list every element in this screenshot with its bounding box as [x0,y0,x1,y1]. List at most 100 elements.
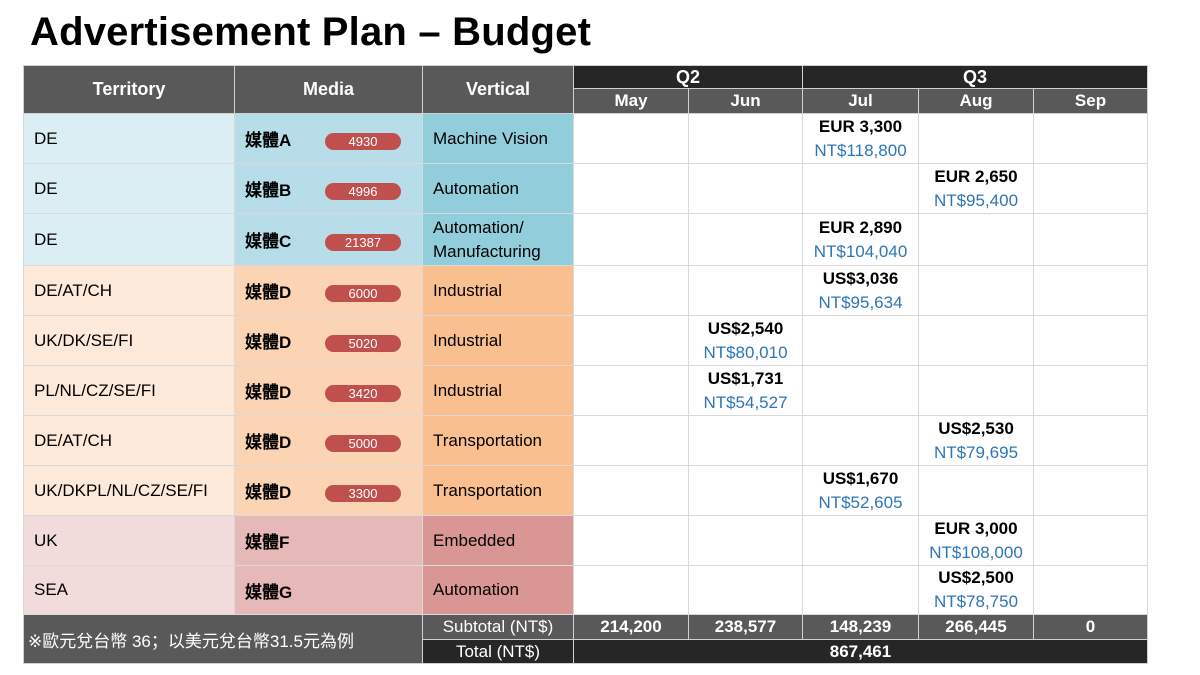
month-cell-jun [688,515,803,566]
budget-amount-ntd: NT$54,527 [703,392,788,412]
media-cell: 媒體D 5020 [234,315,423,366]
month-cell-may [573,213,689,266]
month-cell-sep [1033,265,1148,316]
total-value: 867,461 [573,639,1148,664]
header-month-jun: Jun [688,88,803,114]
media-code-badge: 5000 [325,435,401,453]
territory-cell: DE/AT/CH [23,265,235,316]
media-cell: 媒體D 3300 [234,465,423,516]
month-cell-sep [1033,315,1148,366]
media-name: 媒體D [245,383,292,402]
media-cell: 媒體D 6000 [234,265,423,316]
table-row: UK/DK/SE/FI 媒體D 5020 Industrial US$2,540 NT$8… [23,315,1148,366]
month-cell-jul: EUR 3,300 NT$118,800 [802,113,919,164]
month-cell-jul: US$3,036 NT$95,634 [802,265,919,316]
media-cell: 媒體D 3420 [234,365,423,416]
vertical-cell: Automation [422,565,574,615]
month-cell-sep [1033,415,1148,466]
month-cell-aug: EUR 2,650 NT$95,400 [918,163,1034,214]
header-month-sep: Sep [1033,88,1148,114]
territory-cell: DE/AT/CH [23,415,235,466]
header-month-jul: Jul [802,88,919,114]
budget-amount-ntd: NT$78,750 [933,592,1019,611]
media-name: 媒體D [245,483,292,502]
month-cell-jul [802,365,919,416]
month-cell-aug [918,265,1034,316]
vertical-cell: Industrial [422,365,574,416]
media-code-badge: 6000 [325,285,401,303]
month-cell-sep [1033,163,1148,214]
budget-amount: US$2,500 [938,568,1014,587]
header-vertical: Vertical [422,65,574,114]
month-cell-may [573,113,689,164]
budget-table: Territory Media Vertical Q2 Q3 May Jun J… [23,65,1148,664]
budget-amount: US$2,530 [938,418,1014,438]
vertical-cell: Automation [422,163,574,214]
table-row: DE 媒體B 4996 Automation EUR 2,650 NT$95,400 [23,163,1148,214]
media-name: 媒體A [245,131,292,150]
header-q2: Q2 [573,65,803,89]
table-row: SEA 媒體G Automation US$2,500 NT$78,750 [23,565,1148,615]
month-cell-jul [802,163,919,214]
budget-amount: EUR 3,000 [934,518,1018,538]
total-label: Total (NT$) [422,639,574,664]
territory-cell: DE [23,113,235,164]
vertical-label: Industrial [433,280,502,300]
month-cell-sep [1033,465,1148,516]
month-cell-sep [1033,365,1148,416]
header-q3: Q3 [802,65,1148,89]
month-cell-jul [802,315,919,366]
budget-amount-ntd: NT$95,400 [933,190,1019,210]
vertical-label: Industrial [433,380,502,400]
vertical-cell: Automation/Manufacturing [422,213,574,266]
month-cell-jun [688,265,803,316]
media-cell: 媒體D 5000 [234,415,423,466]
budget-amount-ntd: NT$118,800 [814,140,907,160]
subtotal-may: 214,200 [573,614,689,640]
budget-amount: EUR 3,300 [818,116,903,136]
vertical-cell: Industrial [422,315,574,366]
month-cell-jun [688,163,803,214]
media-name: 媒體F [245,533,290,552]
budget-amount: US$1,670 [822,468,899,488]
month-cell-aug: US$2,500 NT$78,750 [918,565,1034,615]
media-code-badge: 21387 [325,234,401,252]
media-code-badge: 3420 [325,385,401,403]
month-cell-jun: US$1,731 NT$54,527 [688,365,803,416]
month-cell-jul: US$1,670 NT$52,605 [802,465,919,516]
media-cell: 媒體C 21387 [234,213,423,266]
month-cell-jun [688,213,803,266]
vertical-label: Automation [433,580,519,599]
vertical-label: Industrial [433,330,502,350]
month-cell-jun: US$2,540 NT$80,010 [688,315,803,366]
month-cell-sep [1033,565,1148,615]
vertical-cell: Embedded [422,515,574,566]
territory-cell: SEA [23,565,235,615]
month-cell-may [573,365,689,416]
month-cell-may [573,265,689,316]
budget-amount: US$1,731 [707,368,784,388]
header-territory: Territory [23,65,235,114]
page-title: Advertisement Plan – Budget [30,10,592,54]
media-name: 媒體D [245,283,292,302]
month-cell-may [573,565,689,615]
month-cell-jun [688,415,803,466]
media-cell: 媒體B 4996 [234,163,423,214]
month-cell-sep [1033,515,1148,566]
media-cell: 媒體F [234,515,423,566]
subtotal-sep: 0 [1033,614,1148,640]
media-code-badge: 3300 [325,485,401,503]
month-cell-may [573,415,689,466]
month-cell-aug [918,213,1034,266]
month-cell-aug: US$2,530 NT$79,695 [918,415,1034,466]
media-cell: 媒體G [234,565,423,615]
budget-amount: EUR 2,890 [818,217,903,237]
budget-amount-ntd: NT$79,695 [933,442,1019,462]
month-cell-jul [802,515,919,566]
month-cell-aug [918,315,1034,366]
month-cell-aug [918,365,1034,416]
subtotal-jun: 238,577 [688,614,803,640]
media-code-badge: 4930 [325,133,401,151]
vertical-label-line2: Manufacturing [433,241,541,261]
month-cell-jun [688,565,803,615]
